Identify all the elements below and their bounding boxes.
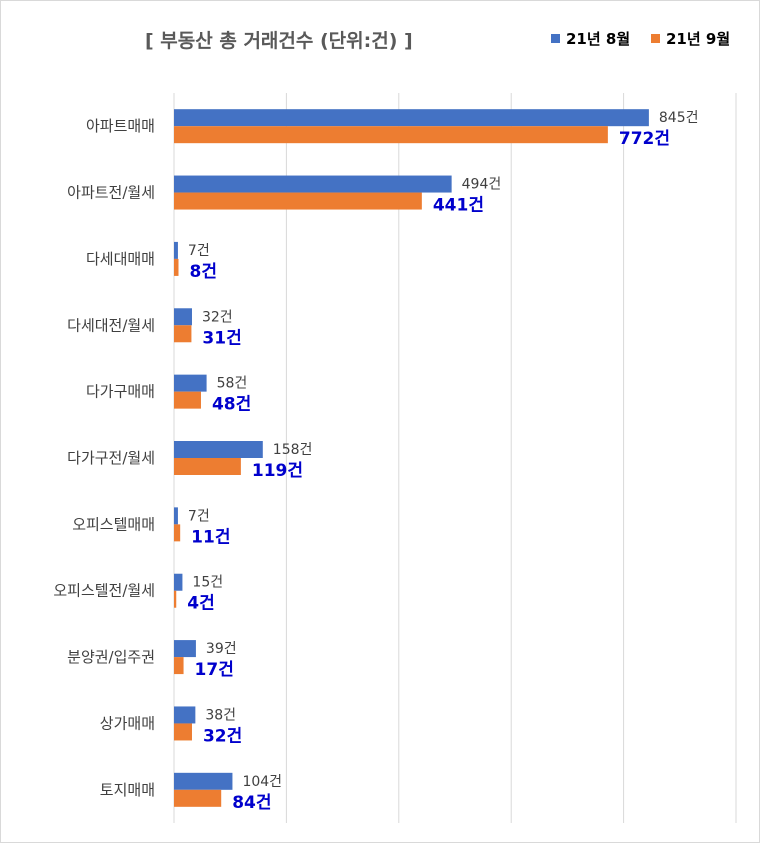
bar-aug xyxy=(174,175,452,193)
legend-swatch-aug xyxy=(551,34,560,43)
data-label-aug: 494건 xyxy=(462,177,502,193)
data-label-sep: 17건 xyxy=(195,660,234,680)
category-label: 상가매매 xyxy=(100,714,155,732)
data-label-sep: 31건 xyxy=(202,328,241,348)
data-label-sep: 119건 xyxy=(252,461,303,481)
legend-swatch-sep xyxy=(651,34,660,43)
data-label-sep: 441건 xyxy=(433,196,484,216)
bar-sep xyxy=(174,192,422,210)
category-label: 오피스텔매매 xyxy=(72,515,155,533)
bar-aug xyxy=(174,374,207,392)
bar-aug xyxy=(174,573,183,591)
bar-aug xyxy=(174,109,649,127)
category-label: 다세대전/월세 xyxy=(67,316,155,334)
bar-aug xyxy=(174,772,233,790)
bar-aug xyxy=(174,441,263,458)
bar-aug xyxy=(174,308,192,326)
data-label-sep: 84건 xyxy=(232,793,271,813)
data-label-aug: 7건 xyxy=(188,508,210,524)
bar-aug xyxy=(174,706,196,724)
data-label-aug: 58건 xyxy=(217,376,248,392)
category-label: 아파트전/월세 xyxy=(67,184,155,202)
category-label: 다가구전/월세 xyxy=(67,449,155,467)
bar-aug xyxy=(174,241,178,259)
bar-sep xyxy=(174,657,184,675)
bar-sep xyxy=(174,590,177,608)
category-label: 분양권/입주권 xyxy=(67,648,155,666)
bar-sep xyxy=(174,391,201,409)
data-label-sep: 11건 xyxy=(191,527,230,547)
data-label-sep: 772건 xyxy=(619,129,670,149)
bar-sep xyxy=(174,325,192,343)
data-label-sep: 4건 xyxy=(187,594,214,614)
category-label: 오피스텔전/월세 xyxy=(53,582,155,600)
data-label-aug: 15건 xyxy=(192,575,223,591)
legend-item-aug: 21년 8월 xyxy=(551,28,630,49)
category-label: 아파트매매 xyxy=(86,117,155,135)
data-label-aug: 32건 xyxy=(202,309,233,325)
bar-aug xyxy=(174,640,196,658)
bar-sep xyxy=(174,258,179,276)
data-label-sep: 8건 xyxy=(189,262,216,282)
bar-sep xyxy=(174,126,608,144)
bar-aug xyxy=(174,507,178,525)
legend-item-sep: 21년 9월 xyxy=(651,28,730,49)
data-label-aug: 7건 xyxy=(188,243,210,259)
category-label: 다가구매매 xyxy=(86,383,155,401)
bar-sep xyxy=(174,524,181,542)
data-label-aug: 158건 xyxy=(273,442,313,458)
bar-sep xyxy=(174,723,192,741)
chart-title: [ 부동산 총 거래건수 (단위:건) ] xyxy=(145,30,413,52)
category-label: 토지매매 xyxy=(100,781,155,799)
data-label-aug: 845건 xyxy=(659,110,699,126)
data-label-aug: 39건 xyxy=(206,641,237,657)
category-label: 다세대매매 xyxy=(86,250,155,268)
data-label-sep: 32건 xyxy=(203,726,242,746)
data-label-aug: 38건 xyxy=(205,707,236,723)
bar-sep xyxy=(174,789,222,807)
bar-sep xyxy=(174,458,241,475)
legend-label-sep: 21년 9월 xyxy=(666,30,731,48)
data-label-sep: 48건 xyxy=(212,395,251,415)
legend-label-aug: 21년 8월 xyxy=(566,30,631,48)
data-label-aug: 104건 xyxy=(242,774,282,790)
